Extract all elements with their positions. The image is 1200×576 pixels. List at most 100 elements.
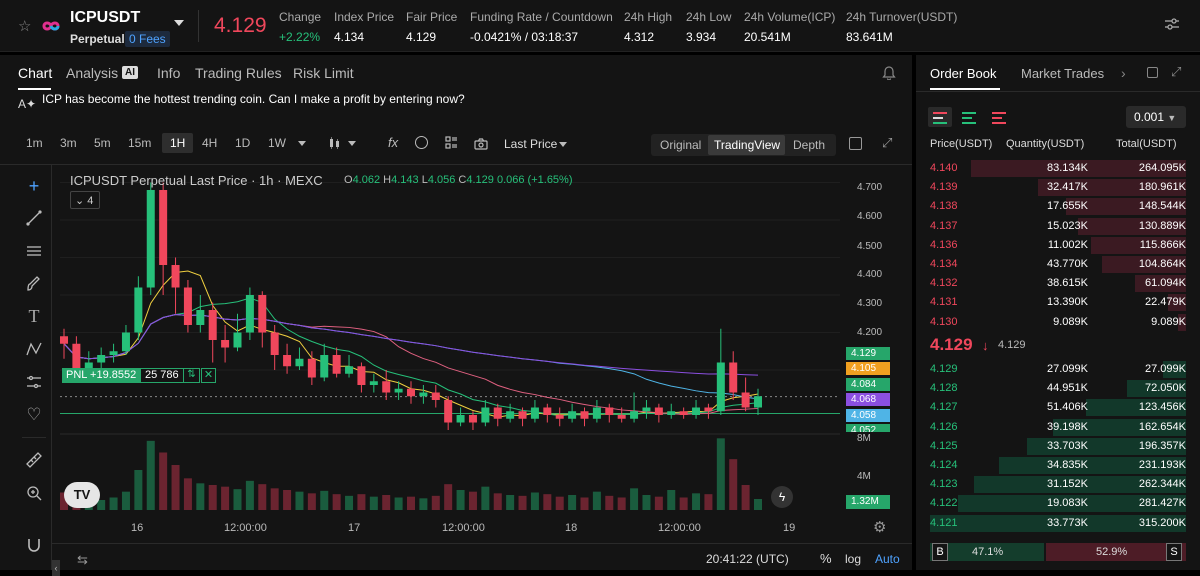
tab-chart[interactable]: Chart bbox=[18, 65, 53, 81]
order-price: 4.121 bbox=[930, 516, 958, 529]
chart-settings-gear-icon[interactable]: ⚙ bbox=[873, 519, 887, 536]
symbol-dropdown-icon[interactable] bbox=[174, 20, 184, 26]
order-qty: 9.089K bbox=[1053, 315, 1088, 328]
tabs-next-icon[interactable]: › bbox=[1121, 65, 1126, 81]
favorite-star-icon[interactable]: ☆ bbox=[18, 18, 32, 35]
order-qty: 83.134K bbox=[1047, 162, 1088, 174]
zoom-in-icon[interactable] bbox=[24, 483, 44, 503]
volume-bar bbox=[407, 496, 415, 510]
ask-row[interactable]: 4.138 17.655K 148.544K bbox=[916, 197, 1200, 216]
bid-row[interactable]: 4.125 33.703K 196.357K bbox=[916, 437, 1200, 456]
ask-row[interactable]: 4.137 15.023K 130.889K bbox=[916, 217, 1200, 236]
interval-1m[interactable]: 1m bbox=[26, 136, 43, 150]
chart-type-dropdown-icon[interactable] bbox=[348, 141, 356, 146]
interval-5m[interactable]: 5m bbox=[94, 136, 111, 150]
symbol-name[interactable]: ICPUSDT bbox=[70, 9, 141, 26]
position-qty: 25 786 bbox=[140, 368, 184, 383]
price-axis-label: 4.500 bbox=[857, 241, 883, 252]
ask-row[interactable]: 4.136 11.002K 115.866K bbox=[916, 236, 1200, 255]
collapse-toolbar-icon[interactable]: ‹ bbox=[52, 560, 60, 576]
tab-risk-limit[interactable]: Risk Limit bbox=[293, 65, 354, 81]
pattern-tool-icon[interactable] bbox=[24, 339, 44, 359]
bell-icon[interactable] bbox=[882, 65, 896, 85]
drawing-template-icon[interactable] bbox=[415, 136, 428, 149]
bid-row[interactable]: 4.121 33.773K 315.200K bbox=[916, 514, 1200, 533]
layout-grid-icon[interactable] bbox=[445, 136, 458, 154]
ask-row[interactable]: 4.130 9.089K 9.089K bbox=[916, 313, 1200, 332]
crosshair-icon[interactable]: + bbox=[28, 175, 40, 196]
bid-row[interactable]: 4.123 31.152K 262.344K bbox=[916, 475, 1200, 494]
auto-toggle[interactable]: Auto bbox=[875, 552, 900, 566]
reverse-position-icon[interactable]: ⇅ bbox=[183, 368, 200, 383]
horizontal-lines-icon[interactable] bbox=[24, 241, 44, 261]
candle-type-icon[interactable] bbox=[327, 136, 341, 155]
settings-sliders-icon[interactable] bbox=[1164, 16, 1180, 37]
price-type-dropdown-icon[interactable] bbox=[559, 142, 567, 147]
bid-row[interactable]: 4.128 44.951K 72.050K bbox=[916, 379, 1200, 398]
ai-prompt-text[interactable]: ICP has become the hottest trending coin… bbox=[42, 92, 465, 106]
order-price: 4.131 bbox=[930, 296, 958, 309]
view-tradingview[interactable]: TradingView bbox=[714, 138, 781, 152]
order-total: 180.961K bbox=[1138, 181, 1186, 194]
interval-15m[interactable]: 15m bbox=[128, 136, 152, 150]
bid-row[interactable]: 4.127 51.406K 123.456K bbox=[916, 398, 1200, 417]
brush-icon[interactable] bbox=[24, 274, 44, 294]
tab-market-trades[interactable]: Market Trades bbox=[1021, 66, 1105, 81]
candle-body bbox=[258, 295, 267, 333]
price-type-select[interactable]: Last Price bbox=[504, 137, 558, 151]
sell-ratio-bar bbox=[1046, 543, 1186, 561]
precision-select[interactable]: 0.001 ▼ bbox=[1126, 106, 1186, 128]
ask-row[interactable]: 4.131 13.390K 22.479K bbox=[916, 293, 1200, 312]
close-position-icon[interactable]: ✕ bbox=[201, 368, 216, 383]
low-value: 4.056 bbox=[427, 174, 456, 186]
percent-toggle[interactable]: % bbox=[820, 551, 832, 566]
candle-body bbox=[295, 358, 304, 367]
view-original[interactable]: Original bbox=[660, 138, 702, 152]
depth-bar bbox=[1037, 179, 1186, 197]
view-asks-icon[interactable] bbox=[992, 111, 1006, 129]
ask-row[interactable]: 4.132 38.615K 61.094K bbox=[916, 274, 1200, 293]
interval-dropdown-icon[interactable] bbox=[298, 141, 306, 146]
tab-analysis[interactable]: Analysis bbox=[66, 65, 119, 81]
bid-row[interactable]: 4.124 34.835K 231.193K bbox=[916, 456, 1200, 475]
fullscreen-icon[interactable]: ⤢ bbox=[882, 135, 893, 150]
tab-trading-rules[interactable]: Trading Rules bbox=[195, 65, 282, 81]
ruler-icon[interactable] bbox=[24, 450, 44, 470]
divider bbox=[198, 10, 199, 42]
text-tool-icon[interactable]: T bbox=[28, 305, 40, 326]
popout-icon[interactable] bbox=[1147, 67, 1158, 78]
interval-1h[interactable]: 1H bbox=[162, 133, 194, 153]
bid-row[interactable]: 4.122 19.083K 281.427K bbox=[916, 494, 1200, 513]
view-both-icon[interactable] bbox=[928, 107, 952, 127]
interval-1d[interactable]: 1D bbox=[235, 136, 251, 150]
expand-icon[interactable]: ⤢ bbox=[1171, 64, 1182, 79]
view-depth[interactable]: Depth bbox=[793, 138, 826, 152]
interval-3m[interactable]: 3m bbox=[60, 136, 77, 150]
log-toggle[interactable]: log bbox=[845, 552, 862, 566]
bid-row[interactable]: 4.126 39.198K 162.654K bbox=[916, 418, 1200, 437]
indicators-toggle[interactable]: ⌄ 4 bbox=[70, 191, 100, 209]
panel-layout-icon[interactable] bbox=[849, 137, 862, 150]
depth-bar bbox=[973, 476, 1186, 494]
ask-row[interactable]: 4.134 43.770K 104.864K bbox=[916, 255, 1200, 274]
date-range-icon[interactable]: ⇆ bbox=[77, 552, 88, 567]
favorites-heart-icon[interactable]: ♡ bbox=[26, 405, 42, 424]
candle-body bbox=[716, 362, 725, 412]
indicator-fx-icon[interactable]: fx bbox=[388, 135, 399, 150]
tab-info[interactable]: Info bbox=[157, 65, 181, 81]
interval-1w[interactable]: 1W bbox=[268, 136, 286, 150]
bid-row[interactable]: 4.129 27.099K 27.099K bbox=[916, 360, 1200, 379]
ask-row[interactable]: 4.139 32.417K 180.961K bbox=[916, 178, 1200, 197]
view-bids-icon[interactable] bbox=[962, 111, 976, 129]
interval-4h[interactable]: 4H bbox=[202, 136, 218, 150]
candle-body bbox=[468, 415, 477, 423]
camera-icon[interactable] bbox=[474, 137, 488, 155]
measure-tool-icon[interactable] bbox=[24, 372, 44, 392]
magnet-icon[interactable] bbox=[24, 535, 44, 555]
depth-bar bbox=[1027, 437, 1186, 455]
ask-row[interactable]: 4.140 83.134K 264.095K bbox=[916, 159, 1200, 178]
trend-line-icon[interactable] bbox=[24, 208, 44, 228]
order-total: 123.456K bbox=[1138, 401, 1186, 414]
tab-order-book[interactable]: Order Book bbox=[930, 66, 997, 81]
quick-trade-lightning-icon[interactable]: ϟ bbox=[771, 486, 793, 508]
